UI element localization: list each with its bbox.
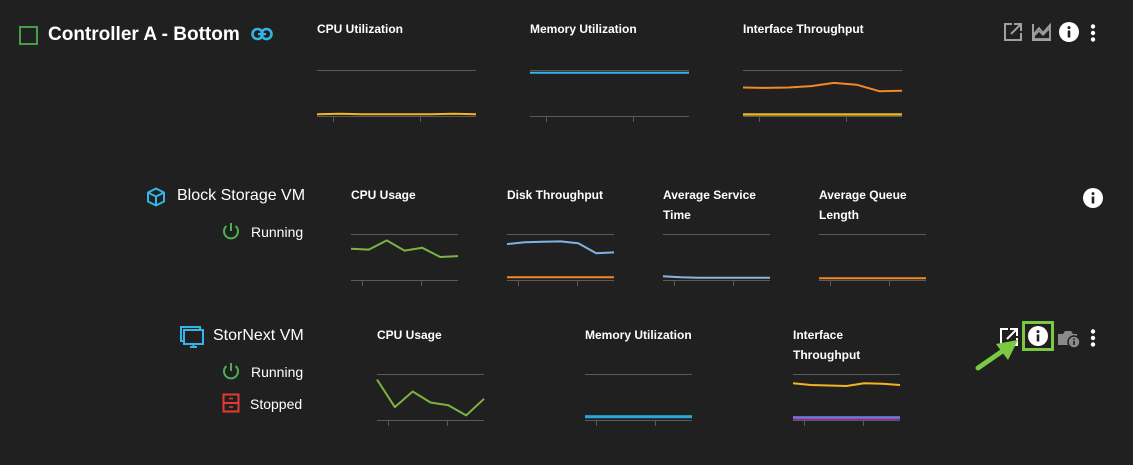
area-chart-icon[interactable] (1031, 22, 1053, 42)
memory-utilization-chart (530, 70, 689, 122)
chart-title: Memory Utilization (585, 328, 692, 342)
controller-title: Controller A - Bottom (48, 24, 240, 45)
series-line-0 (506, 240, 615, 255)
vm-name: Block Storage VM (177, 187, 306, 204)
series-line-0 (742, 81, 903, 93)
chart-title: Interface Throughput (743, 22, 864, 36)
series-line-0 (350, 239, 459, 258)
stopped-icon (222, 393, 240, 413)
disk-throughput-chart (506, 234, 615, 286)
cpu-usage-chart (350, 234, 459, 286)
link-icon[interactable] (251, 27, 273, 41)
annotation-arrow-icon (975, 340, 1018, 371)
more-vert-icon[interactable] (1089, 24, 1097, 42)
vm-name: StorNext VM (213, 327, 304, 344)
info-icon[interactable] (1059, 22, 1079, 42)
power-icon (223, 363, 239, 380)
memory-utilization-chart (585, 374, 692, 426)
info-icon[interactable] (1028, 326, 1048, 346)
interface-throughput-chart (792, 374, 901, 426)
series-line-0 (316, 112, 477, 116)
chart-title: Disk Throughput (507, 188, 603, 202)
chart-title: Average Service Time (663, 188, 756, 222)
power-icon (223, 223, 239, 240)
highlight-box (1022, 321, 1054, 351)
camera-info-icon[interactable] (1057, 329, 1083, 349)
chart-title: CPU Utilization (317, 22, 403, 36)
status-running: Running (251, 364, 304, 380)
more-vert-icon[interactable] (1089, 329, 1097, 347)
chart-title: Interface Throughput (793, 328, 861, 362)
controller-checkbox-icon[interactable] (19, 26, 38, 45)
chart-title: Memory Utilization (530, 22, 637, 36)
series-line-0 (792, 382, 901, 387)
monitor-icon (180, 326, 204, 348)
series-line-0 (662, 275, 770, 279)
chart-title: CPU Usage (377, 328, 442, 342)
info-icon[interactable] (1083, 188, 1103, 208)
status-running: Running (251, 224, 304, 240)
open-in-new-icon[interactable] (1003, 22, 1023, 42)
average-queue-length-chart (819, 234, 926, 286)
status-stopped: Stopped (250, 396, 303, 412)
average-service-time-chart (662, 234, 770, 286)
interface-throughput-chart (742, 70, 903, 122)
chart-title: CPU Usage (351, 188, 416, 202)
cpu-utilization-chart (316, 70, 477, 122)
chart-title: Average Queue Length (819, 188, 907, 222)
series-line-0 (376, 378, 485, 417)
cube-icon (147, 187, 165, 207)
cpu-usage-chart (376, 374, 485, 426)
